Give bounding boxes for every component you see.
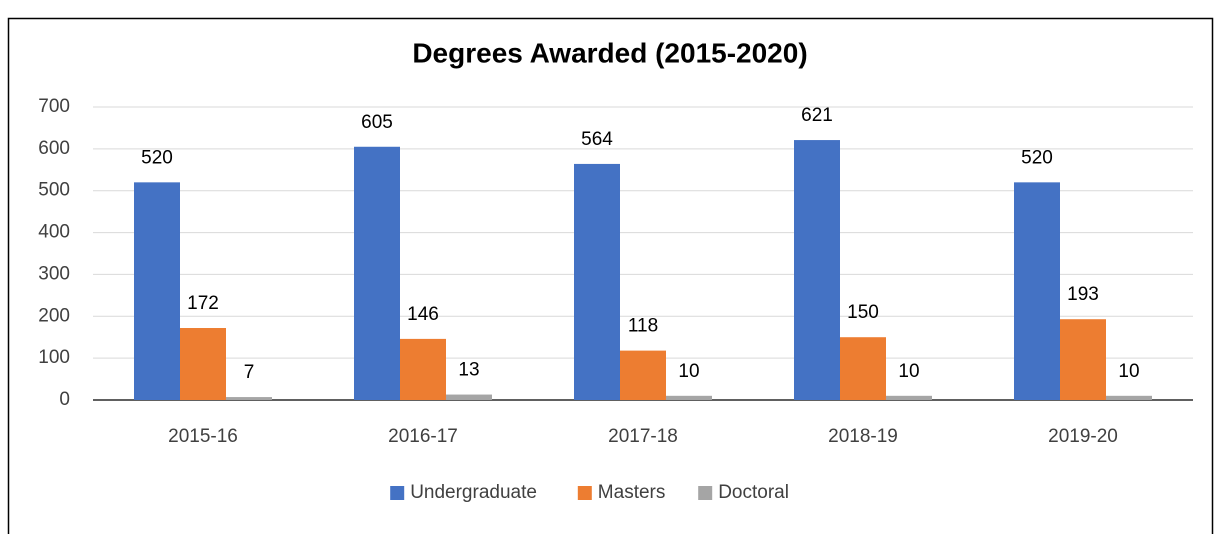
- x-tick-label: 2016-17: [388, 426, 458, 447]
- y-tick-label: 100: [38, 347, 70, 368]
- bar: [794, 140, 840, 400]
- value-label: 564: [581, 129, 613, 150]
- value-label: 10: [678, 361, 699, 382]
- y-tick-label: 400: [38, 222, 70, 243]
- x-tick-label: 2015-16: [168, 426, 238, 447]
- value-label: 621: [801, 105, 833, 126]
- value-label: 146: [407, 304, 439, 325]
- bar: [666, 395, 712, 400]
- value-label: 150: [847, 302, 879, 323]
- value-label: 520: [1021, 147, 1053, 168]
- value-label: 193: [1067, 284, 1099, 305]
- y-tick-label: 700: [38, 96, 70, 117]
- value-label: 7: [244, 362, 255, 383]
- value-label: 13: [458, 360, 479, 381]
- bar: [1106, 395, 1152, 400]
- legend-swatch: [577, 486, 592, 500]
- y-tick-label: 200: [38, 305, 70, 326]
- bar: [1060, 319, 1106, 400]
- bar: [574, 163, 620, 400]
- chart-title: Degrees Awarded (2015-2020): [412, 37, 807, 68]
- bar: [134, 182, 180, 400]
- legend-label: Undergraduate: [410, 482, 537, 503]
- legend-label: Masters: [598, 482, 666, 503]
- legend-label: Doctoral: [718, 482, 789, 503]
- value-label: 10: [898, 361, 919, 382]
- y-tick-label: 600: [38, 138, 70, 159]
- legend-swatch: [698, 486, 713, 500]
- legend-swatch: [390, 486, 405, 500]
- value-label: 10: [1118, 361, 1139, 382]
- bar: [446, 394, 492, 400]
- value-label: 118: [628, 316, 658, 337]
- value-label: 520: [141, 147, 173, 168]
- y-tick-label: 0: [59, 389, 70, 410]
- bar: [1014, 182, 1060, 400]
- x-tick-label: 2019-20: [1048, 426, 1118, 447]
- y-tick-label: 300: [38, 263, 70, 284]
- value-label: 172: [187, 293, 219, 314]
- bar: [620, 350, 666, 400]
- bar: [886, 395, 932, 400]
- bar: [840, 337, 886, 400]
- y-tick-label: 500: [38, 180, 70, 201]
- bar: [354, 146, 400, 400]
- bar: [400, 338, 446, 400]
- value-label: 605: [361, 112, 393, 133]
- bar: [226, 397, 272, 400]
- x-tick-label: 2017-18: [608, 426, 678, 447]
- bar: [180, 328, 226, 400]
- x-tick-label: 2018-19: [828, 426, 898, 447]
